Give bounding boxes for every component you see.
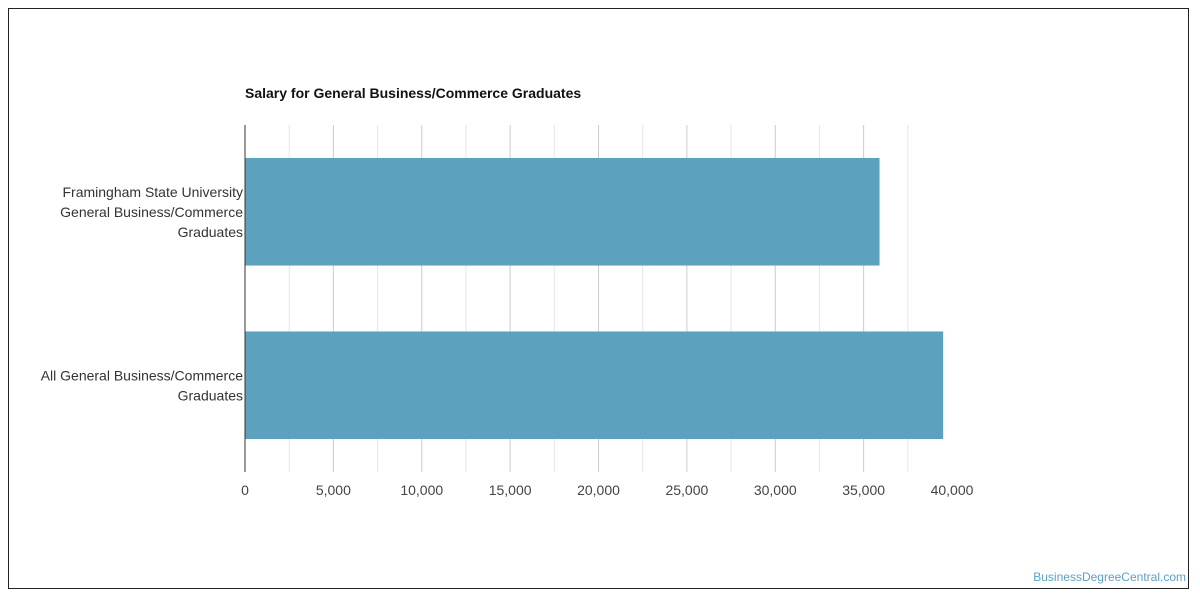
x-tick-label: 15,000: [489, 482, 532, 498]
category-label: Framingham State University General Busin…: [60, 184, 243, 240]
x-tick-label: 25,000: [665, 482, 708, 498]
watermark-link[interactable]: BusinessDegreeCentral.com: [1033, 570, 1186, 584]
tick-labels: 0 5,000 10,000 15,000 20,000 25,000 30,000 35,0…: [241, 482, 974, 498]
x-tick-label: 5,000: [316, 482, 351, 498]
bar[interactable]: [245, 157, 880, 266]
x-tick-label: 30,000: [754, 482, 797, 498]
chart-title: Salary for General Business/Commerce Gra…: [245, 85, 582, 101]
bar[interactable]: [245, 331, 944, 440]
category-labels: Framingham State University General Busin…: [41, 184, 244, 404]
x-tick-label: 20,000: [577, 482, 620, 498]
x-tick-label: 40,000: [931, 482, 974, 498]
x-tick-label: 35,000: [842, 482, 885, 498]
x-tick-label: 0: [241, 482, 249, 498]
category-label: All General Business/Commerce Graduates: [41, 367, 244, 403]
bars: [245, 157, 944, 440]
x-tick-label: 10,000: [400, 482, 443, 498]
